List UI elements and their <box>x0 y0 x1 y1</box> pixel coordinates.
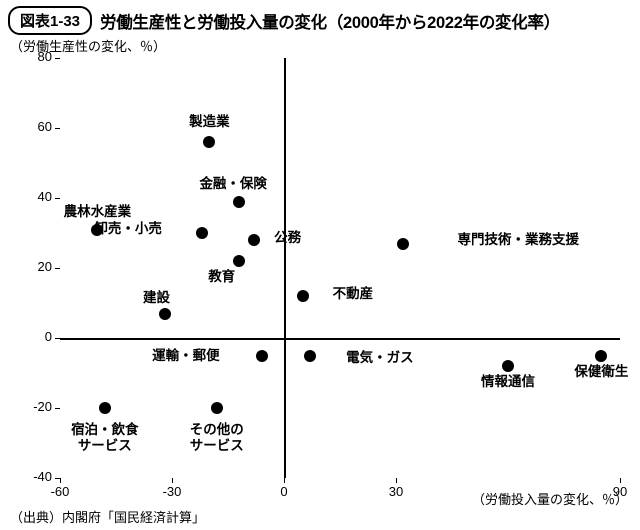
y-tick-label: -40 <box>22 469 52 484</box>
point-label: 運輸・郵便 <box>100 348 220 364</box>
x-tick-label: 0 <box>269 484 299 499</box>
source-text: （出典）内閣府「国民経済計算」 <box>10 507 205 526</box>
x-tick <box>60 478 61 483</box>
x-tick-label: 30 <box>381 484 411 499</box>
scatter-point <box>595 350 607 362</box>
scatter-point <box>304 350 316 362</box>
point-label: 電気・ガス <box>346 350 506 366</box>
y-axis <box>284 58 286 478</box>
x-tick <box>172 478 173 483</box>
y-tick <box>55 58 60 59</box>
scatter-point <box>502 360 514 372</box>
y-tick <box>55 268 60 269</box>
y-tick <box>55 408 60 409</box>
scatter-point <box>159 308 171 320</box>
scatter-point <box>91 224 103 236</box>
x-axis-unit-label: （労働投入量の変化、％） <box>472 489 628 508</box>
x-tick <box>620 478 621 483</box>
point-label: その他のサービス <box>147 422 287 453</box>
y-tick <box>55 478 60 479</box>
y-tick <box>55 338 60 339</box>
point-label: 農林水産業 <box>27 204 167 220</box>
scatter-point <box>397 238 409 250</box>
point-label: 専門技術・業務支援 <box>457 232 617 248</box>
y-tick <box>55 198 60 199</box>
figure-title: 労働生産性と労働投入量の変化（2000年から2022年の変化率） <box>100 9 560 33</box>
y-tick-label: -20 <box>22 399 52 414</box>
x-tick-label: -60 <box>45 484 75 499</box>
scatter-point <box>256 350 268 362</box>
scatter-point <box>233 255 245 267</box>
point-label: 金融・保険 <box>163 176 303 192</box>
scatter-point <box>196 227 208 239</box>
scatter-point <box>248 234 260 246</box>
scatter-point <box>99 402 111 414</box>
point-label: 製造業 <box>139 114 279 130</box>
point-label: 不動産 <box>333 286 493 302</box>
scatter-point <box>233 196 245 208</box>
y-tick-label: 60 <box>22 119 52 134</box>
point-label: 情報通信 <box>438 374 578 390</box>
figure-tag: 図表1-33 <box>8 6 92 35</box>
y-tick-label: 0 <box>22 329 52 344</box>
scatter-point <box>297 290 309 302</box>
x-tick <box>284 478 285 483</box>
scatter-plot: -60-3003090-40-20020406080製造業金融・保険卸売・小売公… <box>60 58 620 478</box>
y-tick-label: 40 <box>22 189 52 204</box>
x-axis <box>60 338 620 340</box>
x-tick <box>396 478 397 483</box>
figure-header: 図表1-33 労働生産性と労働投入量の変化（2000年から2022年の変化率） <box>8 6 560 35</box>
point-label: 建設 <box>87 290 227 306</box>
y-tick-label: 20 <box>22 259 52 274</box>
scatter-point <box>203 136 215 148</box>
figure-container: 図表1-33 労働生産性と労働投入量の変化（2000年から2022年の変化率） … <box>0 0 640 530</box>
point-label: 教育 <box>115 269 235 285</box>
y-tick-label: 80 <box>22 49 52 64</box>
x-tick-label: -30 <box>157 484 187 499</box>
point-label: 公務 <box>274 230 434 246</box>
scatter-point <box>211 402 223 414</box>
y-tick <box>55 128 60 129</box>
